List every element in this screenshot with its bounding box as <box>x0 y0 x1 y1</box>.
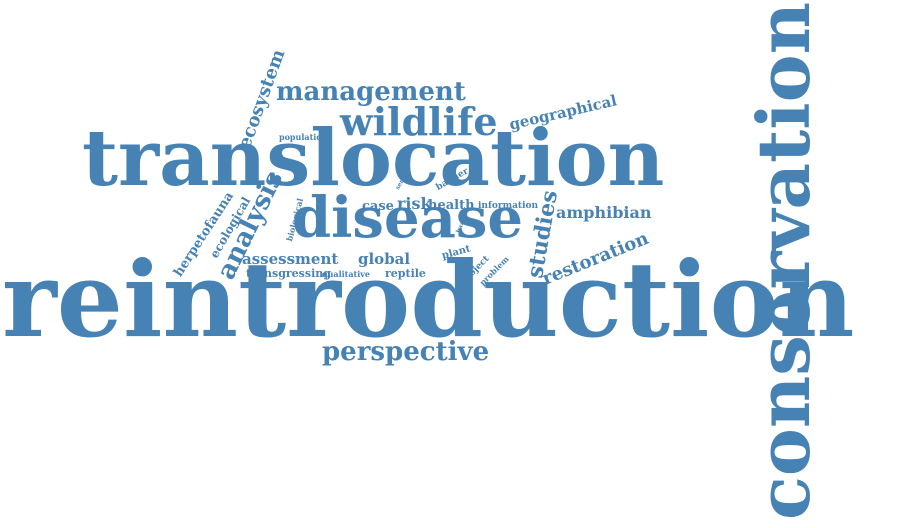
word-population: population <box>279 132 328 142</box>
word-risk: risk <box>397 194 432 213</box>
word-conservation: conservation <box>741 2 826 520</box>
word-transgressing: transgressing <box>246 267 331 280</box>
word-assessment: assessment <box>242 250 339 268</box>
word-translocation: translocation <box>82 113 665 204</box>
word-management: management <box>276 77 466 107</box>
word-health: health <box>428 198 475 213</box>
word-wildlife: wildlife <box>340 99 498 144</box>
word-global: global <box>358 250 411 268</box>
word-reptile: reptile <box>385 267 426 280</box>
word-information: information <box>478 201 539 211</box>
word-case: case <box>362 199 394 214</box>
word-qualitative: qualitative <box>322 269 371 279</box>
word-reintroduction: reintroduction <box>2 238 855 361</box>
word-perspective: perspective <box>322 337 490 367</box>
word-disease: disease <box>292 185 524 251</box>
word-amphibian: amphibian <box>556 203 652 222</box>
